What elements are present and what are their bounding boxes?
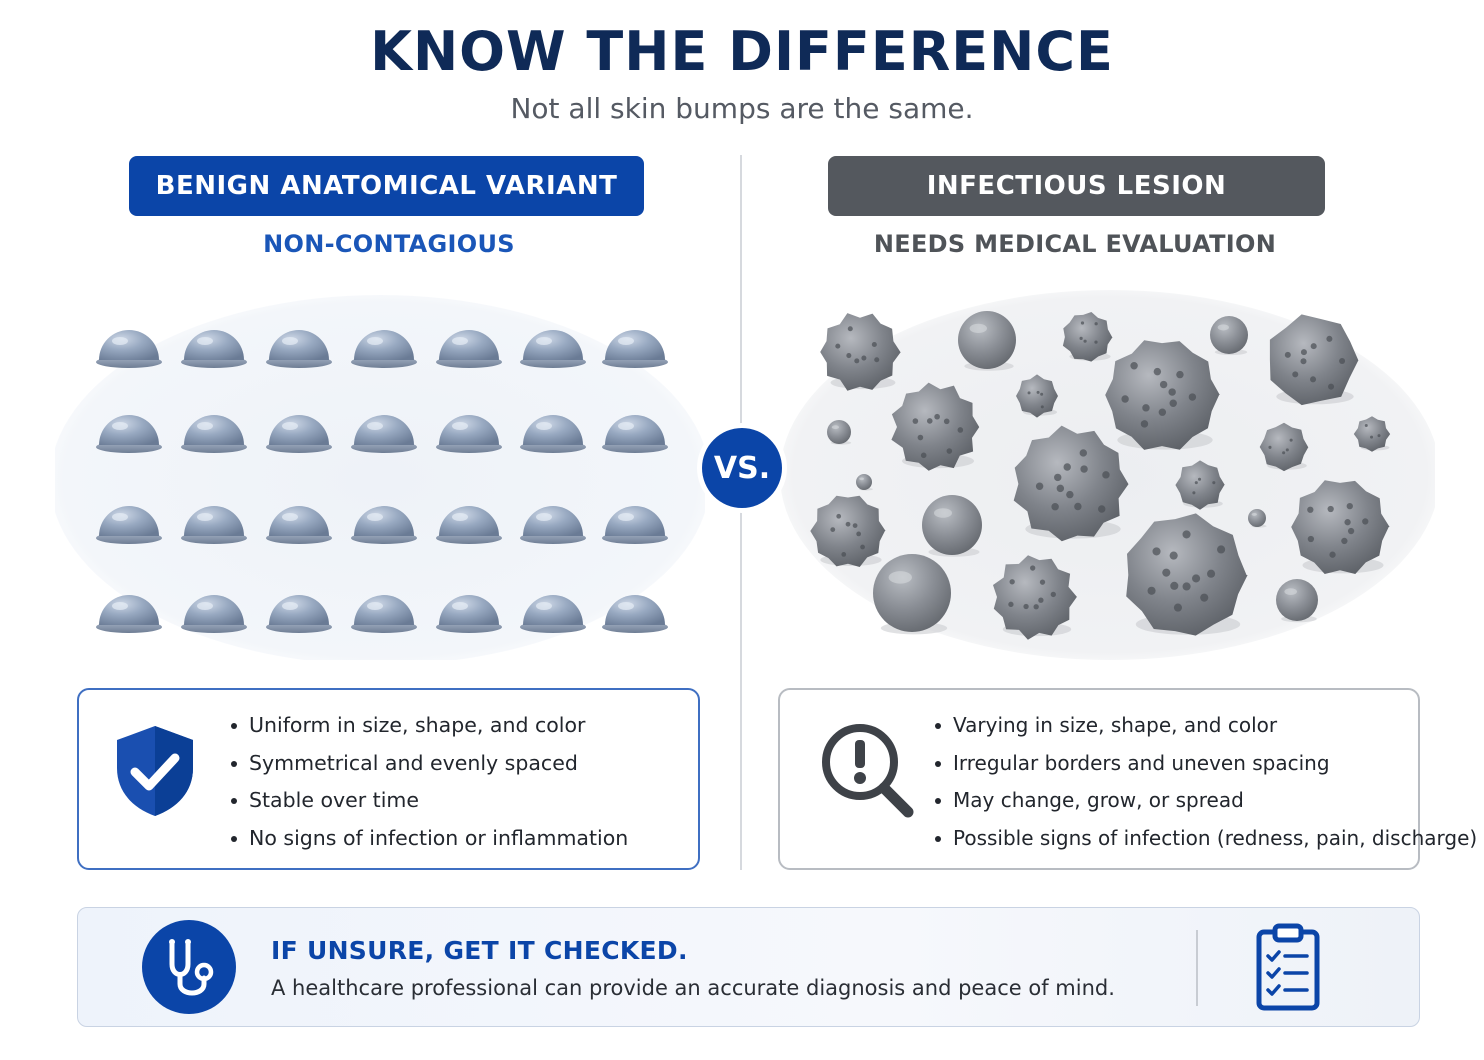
uniform-bump <box>96 595 162 633</box>
irregular-lesion <box>1291 480 1390 574</box>
benign-characteristics-card: Uniform in size, shape, and color Symmet… <box>77 688 700 870</box>
uniform-bump <box>602 330 668 368</box>
stethoscope-icon <box>169 939 214 996</box>
uniform-bump <box>520 506 586 544</box>
center-divider <box>740 155 742 870</box>
uniform-bump <box>96 506 162 544</box>
uniform-bump <box>96 415 162 453</box>
smooth-lesion <box>958 311 1016 371</box>
irregular-lesion <box>1259 422 1309 472</box>
clipboard-checklist-icon <box>1256 923 1320 1011</box>
uniform-bump <box>602 506 668 544</box>
uniform-bumps-illustration <box>55 295 705 660</box>
shield-check-icon <box>117 726 193 816</box>
infectious-bullet: May change, grow, or spread <box>935 785 1477 823</box>
uniform-bump <box>520 330 586 368</box>
infectious-bullet-list: Varying in size, shape, and color Irregu… <box>935 710 1477 860</box>
uniform-bump <box>602 595 668 633</box>
benign-bullet-list: Uniform in size, shape, and color Symmet… <box>231 710 628 860</box>
uniform-bump <box>351 506 417 544</box>
irregular-lesion <box>810 495 886 567</box>
uniform-bump <box>436 506 502 544</box>
smooth-lesion <box>856 474 873 491</box>
uniform-bump <box>436 595 502 633</box>
smooth-lesion <box>827 420 852 445</box>
benign-bullet: Stable over time <box>231 785 628 823</box>
benign-sublabel: NON-CONTAGIOUS <box>263 230 515 258</box>
advice-banner: IF UNSURE, GET IT CHECKED. A healthcare … <box>77 907 1420 1027</box>
uniform-bump <box>181 595 247 633</box>
magnifier-exclamation-icon <box>822 724 914 818</box>
irregular-lesion <box>1062 312 1113 362</box>
smooth-lesion <box>1210 316 1248 356</box>
uniform-bump <box>351 415 417 453</box>
irregular-lesion <box>1269 314 1359 406</box>
smooth-lesion <box>922 495 982 557</box>
banner-text: A healthcare professional can provide an… <box>271 976 1115 1000</box>
uniform-bump <box>602 415 668 453</box>
irregular-lesion <box>1353 416 1391 452</box>
irregular-lesion <box>891 382 980 471</box>
infectious-bullet: Irregular borders and uneven spacing <box>935 748 1477 786</box>
uniform-bump <box>266 506 332 544</box>
infectious-label-pill: INFECTIOUS LESION <box>828 156 1325 216</box>
uniform-bump <box>266 595 332 633</box>
irregular-lesion <box>1013 425 1129 542</box>
uniform-bump <box>351 330 417 368</box>
benign-bullet: No signs of infection or inflammation <box>231 823 628 861</box>
stethoscope-badge <box>142 920 236 1014</box>
uniform-bump <box>181 415 247 453</box>
page-title: KNOW THE DIFFERENCE <box>370 20 1114 83</box>
smooth-lesion <box>873 554 951 635</box>
irregular-lesion <box>1105 340 1220 450</box>
uniform-bump <box>351 595 417 633</box>
infectious-sublabel: NEEDS MEDICAL EVALUATION <box>873 230 1277 258</box>
irregular-lesion <box>993 555 1077 640</box>
irregular-lesion <box>1175 460 1225 510</box>
uniform-bump <box>520 595 586 633</box>
irregular-lesions-illustration <box>780 290 1435 660</box>
uniform-bump <box>436 415 502 453</box>
smooth-lesion <box>1276 579 1318 623</box>
uniform-bump <box>520 415 586 453</box>
versus-badge: VS. <box>702 428 782 508</box>
uniform-bump <box>266 330 332 368</box>
uniform-bump <box>436 330 502 368</box>
infectious-bullet: Possible signs of infection (redness, pa… <box>935 823 1477 861</box>
banner-title: IF UNSURE, GET IT CHECKED. <box>271 936 688 965</box>
uniform-bump <box>181 330 247 368</box>
uniform-bump <box>181 506 247 544</box>
uniform-bump <box>266 415 332 453</box>
page-subtitle: Not all skin bumps are the same. <box>510 92 974 125</box>
infectious-characteristics-card: Varying in size, shape, and color Irregu… <box>778 688 1477 870</box>
benign-label-pill: BENIGN ANATOMICAL VARIANT <box>129 156 644 216</box>
infectious-bullet: Varying in size, shape, and color <box>935 710 1477 748</box>
irregular-lesion <box>1016 374 1058 418</box>
benign-bullet: Symmetrical and evenly spaced <box>231 748 628 786</box>
benign-bullet: Uniform in size, shape, and color <box>231 710 628 748</box>
irregular-lesion <box>1126 513 1248 636</box>
banner-divider <box>1196 930 1198 1006</box>
uniform-bump <box>96 330 162 368</box>
smooth-lesion <box>1248 509 1267 528</box>
irregular-lesion <box>820 313 901 391</box>
